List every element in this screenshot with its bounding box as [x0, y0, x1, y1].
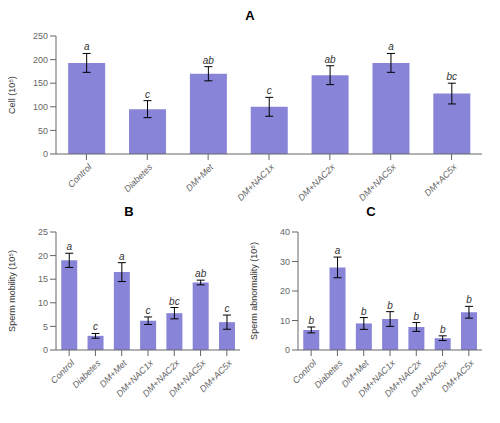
- svg-text:DM+NAC1x: DM+NAC1x: [356, 358, 398, 399]
- html-text:B: B: [124, 204, 134, 219]
- svg-text:30: 30: [280, 257, 290, 267]
- svg-text:ab: ab: [203, 55, 215, 66]
- svg-text:DM+NAC2x: DM+NAC2x: [296, 162, 337, 203]
- svg-text:DM+NAC5x: DM+NAC5x: [408, 358, 450, 399]
- svg-text:Sperm abnormality (10⁵): Sperm abnormality (10⁵): [250, 242, 259, 340]
- svg-text:100: 100: [33, 102, 48, 112]
- svg-text:0: 0: [43, 149, 48, 159]
- svg-text:Control: Control: [290, 358, 319, 386]
- svg-text:Sperm mobility (10⁵): Sperm mobility (10⁵): [8, 250, 17, 332]
- svg-text:40: 40: [280, 227, 290, 237]
- svg-text:DM+NAC1x: DM+NAC1x: [114, 358, 156, 399]
- svg-text:5: 5: [43, 322, 48, 332]
- svg-text:DM+AC5x: DM+AC5x: [440, 358, 477, 395]
- svg-text:Control: Control: [48, 358, 77, 386]
- svg-text:c: c: [267, 85, 272, 96]
- svg-text:b: b: [466, 294, 472, 305]
- svg-text:bc: bc: [447, 71, 458, 82]
- svg-text:Control: Control: [66, 161, 94, 189]
- svg-text:c: c: [145, 89, 150, 100]
- svg-text:Diabetes: Diabetes: [312, 358, 345, 391]
- svg-text:b: b: [308, 315, 314, 326]
- html-text:A: A: [245, 8, 255, 23]
- svg-text:Cell (10⁵): Cell (10⁵): [8, 76, 17, 114]
- svg-text:c: c: [146, 305, 151, 316]
- svg-text:ab: ab: [195, 268, 207, 279]
- svg-text:DM+AC5x: DM+AC5x: [422, 162, 459, 199]
- svg-text:a: a: [335, 245, 341, 256]
- svg-text:DM+NAC5x: DM+NAC5x: [166, 358, 208, 399]
- svg-text:c: c: [93, 321, 98, 332]
- svg-text:b: b: [414, 311, 420, 322]
- svg-text:250: 250: [33, 31, 48, 41]
- svg-text:Diabetes: Diabetes: [122, 162, 155, 195]
- svg-text:b: b: [361, 306, 367, 317]
- svg-text:50: 50: [38, 126, 48, 136]
- svg-text:150: 150: [33, 78, 48, 88]
- svg-text:20: 20: [280, 286, 290, 296]
- svg-text:25: 25: [38, 227, 48, 237]
- svg-text:b: b: [387, 300, 393, 311]
- svg-text:15: 15: [38, 274, 48, 284]
- svg-text:200: 200: [33, 55, 48, 65]
- svg-text:10: 10: [280, 316, 290, 326]
- svg-text:ab: ab: [325, 54, 337, 65]
- svg-text:DM+Met: DM+Met: [184, 162, 216, 194]
- svg-text:Diabetes: Diabetes: [70, 358, 103, 391]
- svg-text:a: a: [388, 41, 394, 52]
- svg-text:bc: bc: [169, 296, 180, 307]
- svg-text:10: 10: [38, 298, 48, 308]
- svg-text:a: a: [119, 251, 125, 262]
- svg-text:c: c: [224, 303, 229, 314]
- svg-text:DM+AC5x: DM+AC5x: [198, 358, 235, 395]
- svg-text:DM+Met: DM+Met: [339, 358, 371, 390]
- svg-text:a: a: [66, 241, 72, 252]
- svg-text:20: 20: [38, 251, 48, 261]
- svg-text:DM+Met: DM+Met: [97, 358, 129, 390]
- svg-text:DM+NAC5x: DM+NAC5x: [357, 162, 398, 203]
- svg-text:DM+NAC1x: DM+NAC1x: [235, 162, 276, 203]
- svg-text:DM+NAC2x: DM+NAC2x: [382, 358, 424, 399]
- svg-text:DM+NAC2x: DM+NAC2x: [140, 358, 182, 399]
- svg-text:a: a: [84, 41, 90, 52]
- svg-text:0: 0: [43, 345, 48, 355]
- svg-text:b: b: [440, 324, 446, 335]
- html-text:C: C: [366, 204, 376, 219]
- svg-text:0: 0: [285, 345, 290, 355]
